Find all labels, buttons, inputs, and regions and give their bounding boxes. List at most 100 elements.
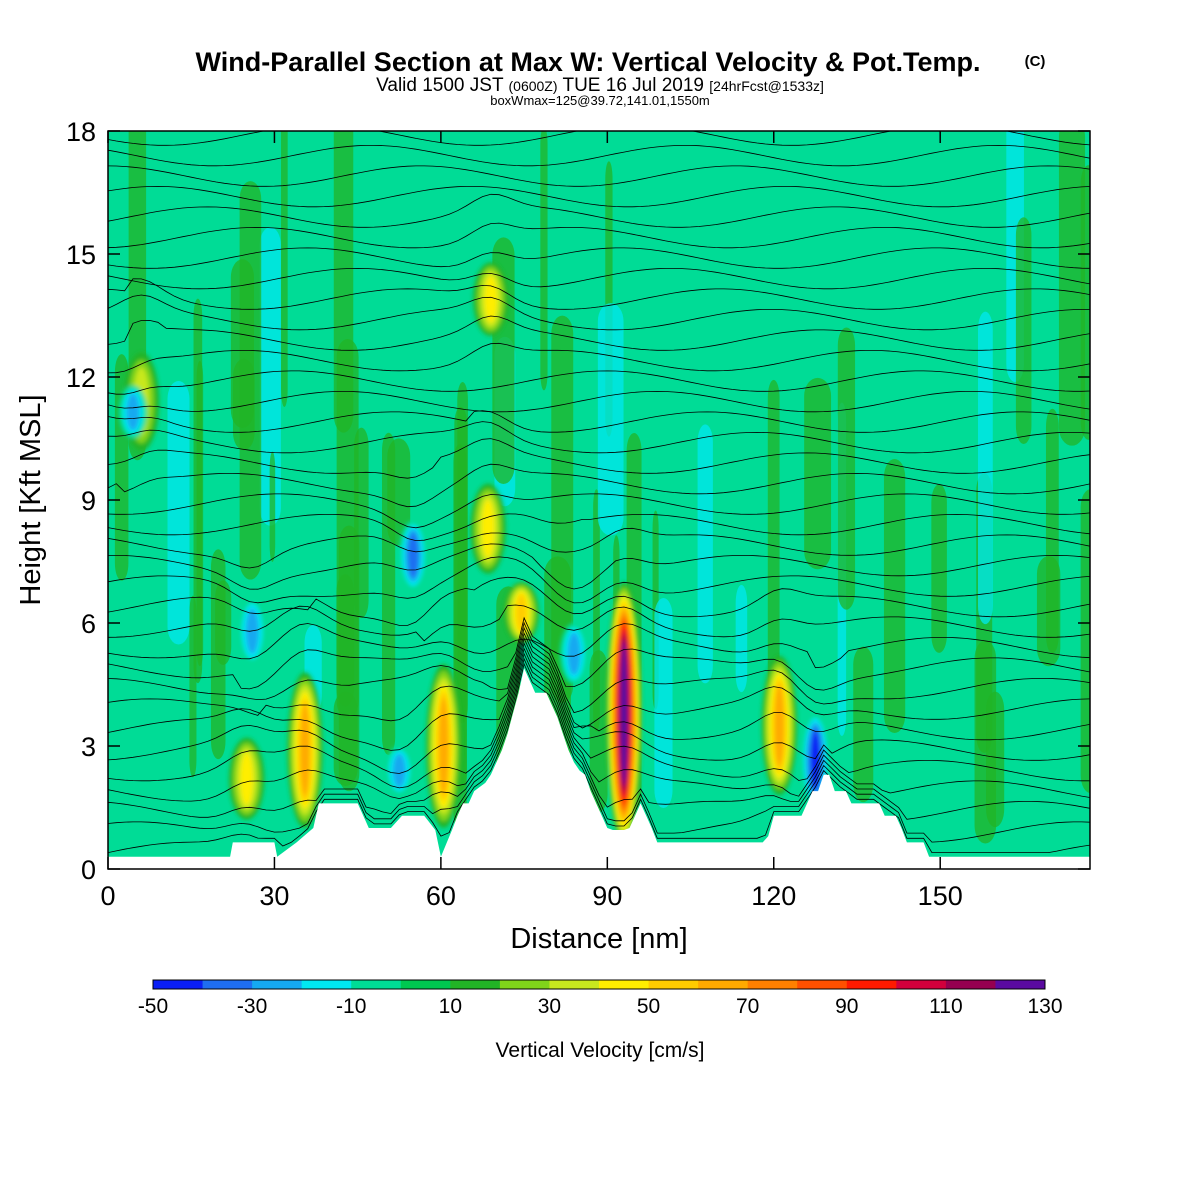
downdraft-band — [567, 632, 581, 676]
isentrope-line — [108, 513, 1090, 542]
isentrope-line — [108, 642, 1090, 789]
x-tick-label: 150 — [918, 881, 963, 911]
colorbar-swatch — [499, 980, 550, 989]
isentrope-line — [108, 144, 1090, 167]
colorbar-swatch — [747, 980, 798, 989]
colorbar-swatch — [252, 980, 303, 989]
velocity-streak — [1080, 165, 1090, 440]
isentrope-line — [108, 576, 1090, 626]
velocity-streak — [837, 327, 856, 610]
colorbar-swatch — [153, 980, 204, 989]
subtitle-valid: Valid 1500 JST — [376, 75, 504, 96]
isentrope-line — [108, 185, 1090, 208]
colorbar-swatch — [450, 980, 501, 989]
isentrope-line — [108, 616, 1090, 691]
velocity-streak — [593, 489, 600, 732]
velocity-streak — [735, 584, 748, 693]
updraft-band — [516, 594, 527, 632]
isentrope-line — [108, 652, 1090, 820]
colorbar-swatch — [301, 980, 352, 989]
isentrope-line — [108, 222, 1090, 249]
velocity-streak — [1058, 131, 1086, 446]
chart-title-text: Wind-Parallel Section at Max W: Vertical… — [196, 47, 981, 77]
isentrope-line — [108, 637, 1090, 774]
colorbar-swatch — [648, 980, 699, 989]
isentrope-line — [108, 527, 1090, 569]
y-tick-label: 9 — [81, 486, 96, 516]
terrain — [108, 668, 1090, 869]
velocity-streak — [1080, 489, 1090, 794]
velocity-streak — [381, 432, 396, 755]
colorbar-tick-label: 50 — [637, 995, 660, 1018]
colorbar-frame — [152, 979, 1046, 990]
velocity-streak — [269, 451, 276, 562]
subtitle-zulu: (0600Z) — [509, 78, 558, 94]
velocity-streak — [540, 131, 548, 391]
velocity-streak — [333, 131, 354, 433]
colorbar-tick-label: -30 — [237, 995, 267, 1018]
isentrope-line — [108, 556, 1090, 604]
isentrope-line — [108, 493, 1090, 529]
colorbar-swatch — [995, 980, 1046, 989]
isentrope-line — [108, 657, 1090, 843]
colorbar-tick-label: -10 — [336, 995, 366, 1018]
updraft-band — [620, 645, 627, 781]
colorbar-tick-label: -50 — [138, 995, 168, 1018]
colorbar-swatch — [698, 980, 749, 989]
colorbar-title: Vertical Velocity [cm/s] — [496, 1039, 705, 1062]
isentrope-line — [108, 267, 1090, 290]
y-axis-label: Height [Kft MSL] — [15, 394, 47, 605]
subtitle-date: TUE 16 Jul 2019 — [562, 75, 704, 96]
velocity-streak — [986, 691, 1005, 828]
isentrope-line — [108, 370, 1090, 395]
velocity-streak — [1015, 217, 1032, 444]
colorbar-swatch — [549, 980, 600, 989]
downdraft-band — [392, 753, 406, 788]
isentrope-line — [108, 621, 1090, 714]
downdraft-band — [408, 533, 419, 578]
chart-subtitle: Valid 1500 JST (0600Z) TUE 16 Jul 2019 [… — [376, 75, 824, 96]
velocity-streak — [804, 377, 832, 570]
isentrope-line — [108, 626, 1090, 729]
colorbar-swatch — [896, 980, 947, 989]
velocity-streak — [354, 427, 369, 619]
updraft-band — [240, 752, 253, 806]
updraft-band — [481, 499, 495, 558]
colorbar: -50 -30 -10 10 30 50 70 90 110 130 — [138, 979, 1063, 1018]
velocity-streak — [1036, 556, 1061, 667]
x-tick-label: 120 — [751, 881, 796, 911]
x-tick-label: 90 — [592, 881, 622, 911]
velocity-texture — [114, 131, 1090, 844]
plot-area — [108, 131, 1090, 869]
isentrope-line — [108, 623, 1090, 669]
isentrope-line — [108, 662, 1090, 853]
y-tick-label: 6 — [81, 609, 96, 639]
y-tick-label: 15 — [66, 240, 96, 270]
chart-box-info: boxWmax=125@39.72,141.01,1550m — [490, 93, 710, 108]
chart-title-mark: (C) — [1025, 53, 1046, 70]
updraft-band — [439, 698, 448, 794]
colorbar-tick-label: 130 — [1027, 995, 1062, 1018]
isentrope-line — [108, 410, 1090, 433]
velocity-streak — [853, 646, 874, 803]
isentrope-line — [108, 632, 1090, 751]
isentrope-line — [108, 247, 1090, 269]
colorbar-swatch — [202, 980, 253, 989]
updraft-band — [775, 684, 784, 767]
isentrope-line — [108, 543, 1090, 590]
x-tick-label: 0 — [100, 881, 115, 911]
y-tick-label: 12 — [66, 363, 96, 393]
velocity-streak — [336, 339, 359, 719]
x-axis-label: Distance [nm] — [510, 923, 687, 955]
isentrope-line — [108, 294, 1090, 331]
chart-title: Wind-Parallel Section at Max W: Vertical… — [196, 47, 981, 77]
isentrope-line — [108, 278, 1090, 310]
y-tick-label: 18 — [66, 117, 96, 147]
velocity-streak — [978, 311, 993, 625]
isentrope-line — [108, 165, 1090, 187]
colorbar-swatch — [400, 980, 451, 989]
colorbar-tick-label: 110 — [929, 995, 962, 1018]
colorbar-tick-label: 30 — [538, 995, 561, 1018]
colorbar-swatch — [846, 980, 897, 989]
